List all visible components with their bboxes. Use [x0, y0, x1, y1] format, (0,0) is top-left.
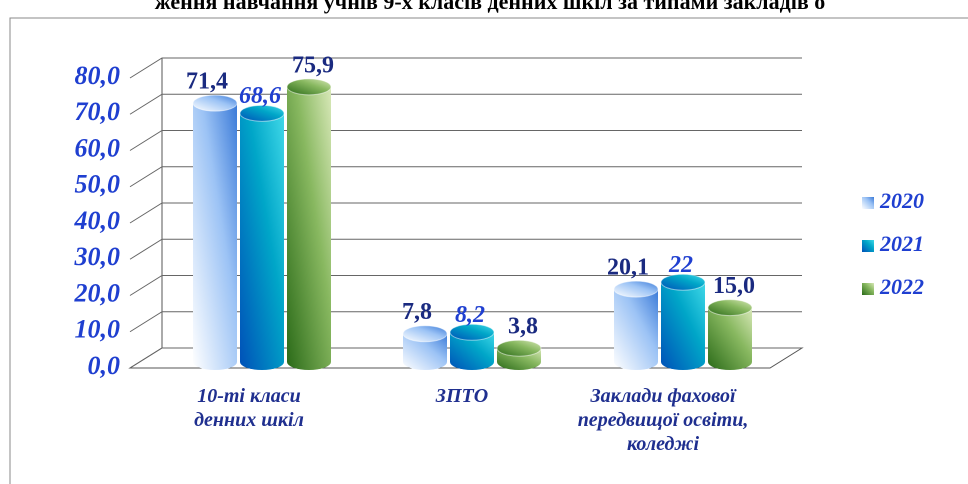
bar: [402, 325, 448, 370]
bar-body: [450, 332, 494, 370]
legend-label: 2021: [879, 231, 924, 256]
data-label: 7,8: [402, 299, 432, 325]
legend-swatch: [862, 240, 874, 252]
bar-top: [660, 273, 706, 291]
y-tick-label: 0,0: [88, 351, 121, 380]
bar-top: [402, 325, 448, 343]
bar: [239, 104, 285, 370]
data-label: 8,2: [455, 302, 485, 328]
frame: [9, 17, 968, 484]
grid-line: [129, 275, 802, 296]
bar: [707, 299, 753, 370]
y-tick-label: 40,0: [74, 206, 121, 235]
bar: [613, 280, 659, 370]
bar: [449, 323, 495, 370]
bar-body: [614, 289, 658, 370]
bar: [496, 339, 542, 370]
bar-top: [449, 323, 495, 341]
legend-swatch: [862, 197, 874, 209]
bar-body: [708, 307, 752, 370]
x-tick-label: 10-ті класи денних шкіл: [194, 385, 304, 431]
bar-top: [192, 94, 238, 112]
bar-top: [239, 104, 285, 122]
data-label: 71,4: [186, 69, 228, 95]
y-tick-label: 60,0: [75, 133, 121, 162]
grid-line: [129, 311, 802, 333]
legend-label: 2022: [879, 274, 924, 299]
bar-top: [613, 280, 659, 298]
y-tick-label: 20,0: [74, 278, 121, 307]
bar-top: [707, 299, 753, 317]
legend-swatch: [862, 283, 874, 295]
y-tick-label: 80,0: [75, 61, 121, 90]
bar-body: [661, 282, 705, 370]
bar-body: [403, 333, 447, 370]
x-tick-label: ЗПТО: [435, 385, 489, 407]
chart-title: ження навчання учнів 9-х класів денних ш…: [155, 0, 826, 14]
data-label: 3,8: [508, 314, 538, 340]
y-tick-label: 50,0: [75, 170, 121, 199]
grid-line: [129, 238, 802, 260]
grid-line: [129, 347, 802, 369]
grid-line: [129, 93, 802, 115]
grid-line: [129, 130, 802, 151]
grid-line: [129, 57, 802, 79]
bar: [660, 273, 706, 370]
data-label: 75,9: [292, 52, 334, 78]
bar-body: [193, 103, 237, 371]
bar-top: [496, 339, 542, 357]
legend-label: 2020: [879, 188, 924, 213]
data-label: 22: [668, 252, 693, 278]
bar-top: [286, 78, 332, 96]
bar: [286, 78, 332, 371]
bar-body: [287, 86, 331, 371]
data-label: 68,6: [239, 83, 281, 109]
grid-line: [129, 202, 802, 224]
grid-line: [129, 166, 802, 188]
data-label: 15,0: [713, 273, 755, 299]
y-tick-label: 10,0: [75, 315, 121, 344]
bar-body: [240, 113, 284, 370]
x-tick-label: Заклади фахової передвищої освіти, колед…: [577, 385, 749, 455]
y-tick-label: 30,0: [74, 242, 121, 271]
bar: [192, 94, 238, 371]
y-tick-label: 70,0: [75, 97, 121, 126]
data-label: 20,1: [607, 255, 649, 281]
